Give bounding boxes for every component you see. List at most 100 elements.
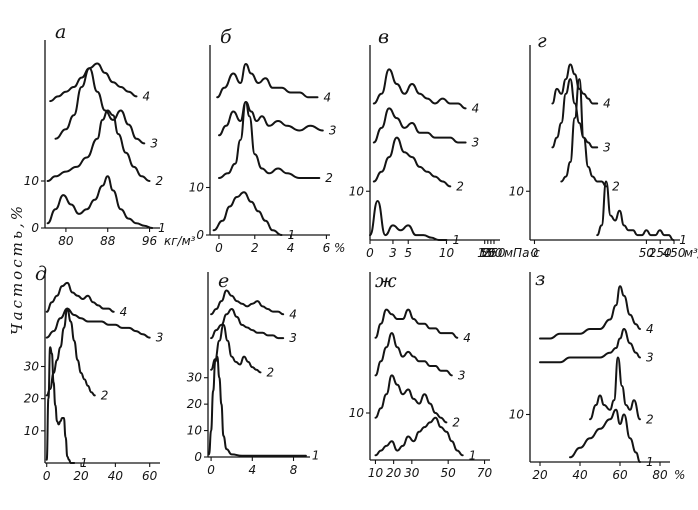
series-3-label: 3 bbox=[472, 136, 480, 150]
y-tick-label: 10 bbox=[509, 408, 525, 422]
panel-6: е 0 4 8 0 10 20 30 1 2 3 4 bbox=[187, 270, 320, 477]
series-2-label: 2 bbox=[612, 179, 620, 193]
series-1-label: 1 bbox=[469, 448, 477, 462]
series-2-label: 2 bbox=[267, 365, 275, 379]
series-1-label: 1 bbox=[288, 228, 296, 242]
series-2-line bbox=[210, 323, 262, 374]
y-tick-label: 10 bbox=[509, 184, 525, 198]
series-1-label: 1 bbox=[646, 455, 654, 469]
series-2-line bbox=[374, 374, 448, 424]
x-unit-label: м³/т bbox=[684, 246, 698, 260]
x-tick-label: 20 bbox=[73, 469, 89, 483]
panel-letter: з bbox=[535, 268, 545, 290]
x-tick-label: 0 bbox=[215, 241, 223, 255]
x-tick-label: 8 bbox=[290, 463, 298, 477]
series-4-label: 4 bbox=[646, 322, 654, 336]
series-1-line bbox=[46, 175, 154, 229]
series-4-line bbox=[372, 68, 467, 110]
y-tick-label: 10 bbox=[349, 406, 365, 420]
x-tick-label: 96 bbox=[142, 234, 158, 248]
series-4-label: 4 bbox=[472, 101, 480, 115]
y-tick-label: 30 bbox=[24, 360, 40, 374]
series-1-line bbox=[374, 416, 464, 457]
series-2-label: 2 bbox=[156, 174, 164, 188]
x-tick-label: 0 bbox=[207, 463, 215, 477]
panel-letter: г bbox=[537, 30, 547, 52]
y-tick-label: 10 bbox=[189, 181, 205, 195]
x-tick-label: 50 bbox=[639, 246, 655, 260]
series-1-line bbox=[208, 355, 307, 457]
series-1-line bbox=[212, 191, 283, 236]
series-3-line bbox=[54, 67, 146, 145]
x-tick-label: 450 bbox=[663, 246, 686, 260]
series-1-label: 1 bbox=[158, 221, 166, 235]
panel-1: а 80 88 96 кг/м³ 0 10 1 2 3 4 bbox=[24, 21, 196, 248]
panel-letter: в bbox=[378, 26, 389, 48]
series-3-line bbox=[539, 328, 641, 364]
x-tick-label: 30 bbox=[404, 466, 420, 480]
x-tick-label: 20 bbox=[386, 466, 402, 480]
series-3-label: 3 bbox=[603, 140, 611, 154]
y-tick-label: 30 bbox=[187, 371, 203, 385]
x-tick-label: 10 bbox=[368, 466, 384, 480]
x-unit-label: % bbox=[334, 241, 345, 255]
series-3-label: 3 bbox=[150, 136, 158, 150]
series-4-line bbox=[216, 63, 319, 99]
series-2-label: 2 bbox=[101, 388, 109, 402]
x-tick-label: 0 bbox=[531, 246, 539, 260]
series-2-line bbox=[560, 78, 608, 188]
series-4-label: 4 bbox=[323, 90, 331, 104]
x-tick-label: 5 bbox=[404, 246, 412, 260]
series-3-label: 3 bbox=[458, 368, 466, 382]
series-3-label: 3 bbox=[329, 124, 337, 138]
series-4-line bbox=[539, 285, 641, 340]
series-3-label: 3 bbox=[156, 331, 164, 345]
x-tick-label: 50 bbox=[441, 466, 457, 480]
series-4-label: 4 bbox=[603, 97, 611, 111]
x-tick-label: 80 bbox=[652, 468, 668, 482]
series-1-label: 1 bbox=[80, 456, 88, 470]
series-2-label: 2 bbox=[646, 412, 654, 426]
y-tick-label: 10 bbox=[187, 424, 203, 438]
x-tick-label: 4 bbox=[287, 241, 295, 255]
y-tick-label: 10 bbox=[24, 424, 40, 438]
panel-letter: ж bbox=[375, 270, 397, 292]
series-2-label: 2 bbox=[452, 415, 460, 429]
y-axis-label: Частость,% bbox=[8, 203, 26, 335]
series-1-line bbox=[596, 180, 675, 241]
series-3-line bbox=[551, 78, 599, 149]
x-tick-label: 40 bbox=[108, 469, 124, 483]
series-4-label: 4 bbox=[463, 331, 471, 345]
x-tick-label: 10 bbox=[439, 246, 455, 260]
panel-5: д 0 20 40 60 10 20 30 1 2 3 4 bbox=[24, 263, 164, 483]
panel-letter: д bbox=[35, 263, 47, 285]
series-2-line bbox=[589, 356, 641, 421]
series-1-line bbox=[569, 408, 641, 463]
series-2-line bbox=[46, 109, 151, 182]
x-tick-label: 88 bbox=[100, 234, 116, 248]
x-tick-label: 3 bbox=[389, 246, 397, 260]
x-tick-label: 60 bbox=[612, 468, 628, 482]
series-2-line bbox=[218, 101, 321, 179]
series-1-line bbox=[45, 346, 76, 464]
series-3-line bbox=[374, 332, 453, 377]
series-2-line bbox=[372, 136, 452, 188]
x-tick-label: 20 bbox=[532, 468, 548, 482]
y-tick-label: 0 bbox=[31, 221, 39, 235]
x-tick-label: 70 bbox=[477, 466, 493, 480]
x-tick-label: 50 bbox=[480, 246, 496, 260]
series-4-line bbox=[551, 63, 599, 105]
series-2-label: 2 bbox=[456, 179, 464, 193]
x-tick-label: 60 bbox=[142, 469, 158, 483]
x-tick-label: 15 bbox=[477, 246, 492, 260]
y-tick-label: 0 bbox=[194, 450, 202, 464]
x-tick-label: 250 bbox=[649, 246, 672, 260]
series-4-line bbox=[210, 289, 285, 316]
y-tick-label: 20 bbox=[187, 397, 203, 411]
series-1-label: 1 bbox=[679, 233, 687, 247]
series-4-label: 4 bbox=[142, 89, 150, 103]
x-tick-label: 2 bbox=[251, 241, 259, 255]
